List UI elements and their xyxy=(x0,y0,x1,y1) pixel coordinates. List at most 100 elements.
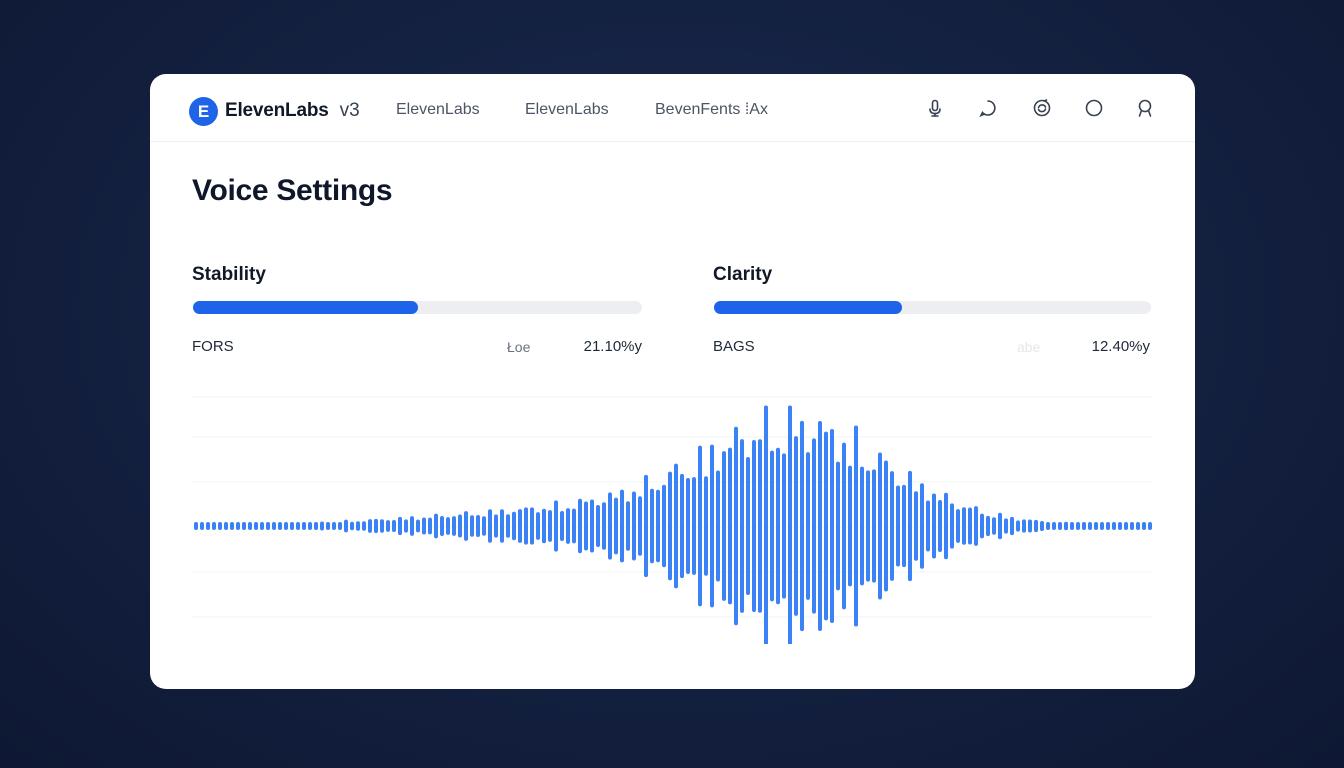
waveform-bar xyxy=(578,498,582,554)
waveform-bar xyxy=(626,501,630,551)
waveform-bar xyxy=(602,502,606,550)
stability-slider-fill xyxy=(193,301,418,314)
waveform-bar xyxy=(740,439,744,613)
waveform-bar xyxy=(476,515,480,537)
waveform-bar xyxy=(956,509,960,543)
waveform-bar xyxy=(338,522,342,530)
waveform-bar xyxy=(536,512,540,540)
waveform-bar xyxy=(782,453,786,599)
brand[interactable]: E ElevenLabs v3 xyxy=(189,96,360,126)
waveform-bar xyxy=(1088,522,1092,530)
waveform-bar xyxy=(290,522,294,530)
waveform-bar xyxy=(356,521,360,531)
waveform-bar xyxy=(482,516,486,536)
waveform-bar xyxy=(620,489,624,563)
waveform-bar xyxy=(1118,522,1122,530)
waveform-bar xyxy=(440,516,444,536)
waveform-bar xyxy=(1052,521,1056,531)
stability-mid-text: Łoe xyxy=(507,339,531,355)
user-icon[interactable] xyxy=(1135,98,1155,118)
waveform-bar xyxy=(260,522,264,530)
waveform-bar xyxy=(1142,522,1146,530)
waveform-bar xyxy=(1022,519,1026,533)
waveform-bar xyxy=(896,485,900,567)
waveform-bar xyxy=(500,509,504,543)
waveform-bar xyxy=(272,522,276,530)
waveform-bar xyxy=(470,515,474,537)
circle-icon[interactable] xyxy=(1084,98,1104,118)
clarity-slider-fill xyxy=(714,301,902,314)
clarity-slider[interactable] xyxy=(714,301,1151,314)
waveform-bar xyxy=(1046,522,1050,530)
clarity-left-text: BAGS xyxy=(713,338,755,355)
waveform-bar xyxy=(884,460,888,592)
waveform-bar xyxy=(938,499,942,553)
waveform-bar xyxy=(266,522,270,530)
waveform-bar xyxy=(920,483,924,569)
top-navigation-bar: E ElevenLabs v3 ElevenLabs ElevenLabs Βe… xyxy=(150,74,1195,142)
waveform-bar xyxy=(212,522,216,530)
stability-slider[interactable] xyxy=(193,301,642,314)
waveform-bar xyxy=(950,503,954,549)
waveform-bar xyxy=(638,496,642,556)
waveform-bar xyxy=(590,499,594,553)
waveform-bar xyxy=(854,425,858,627)
waveform-bar xyxy=(428,517,432,535)
waveform-bar xyxy=(314,522,318,530)
waveform-bar xyxy=(524,507,528,545)
waveform-bar xyxy=(410,516,414,536)
waveform-bar xyxy=(398,516,402,536)
waveform-bar xyxy=(650,488,654,564)
waveform-bar xyxy=(1028,519,1032,533)
stability-label: Stability xyxy=(192,264,266,285)
waveform-bar xyxy=(716,470,720,582)
waveform-bar xyxy=(818,421,822,631)
waveform-bar xyxy=(1076,522,1080,530)
waveform-bar xyxy=(1082,522,1086,530)
waveform-bar xyxy=(608,492,612,560)
microphone-icon[interactable] xyxy=(925,98,945,118)
waveform-bar xyxy=(344,519,348,533)
waveform-bar xyxy=(326,522,330,530)
waveform-bar xyxy=(800,420,804,632)
brand-version: v3 xyxy=(339,100,360,121)
waveform-bar xyxy=(446,517,450,535)
waveform-bar xyxy=(1094,522,1098,530)
waveform-bar xyxy=(566,508,570,544)
waveform-bar xyxy=(890,471,894,581)
waveform-bar xyxy=(254,522,258,530)
nav-link-3[interactable]: ΒevenFents ⁞Ax xyxy=(655,101,768,118)
brand-name: ElevenLabs xyxy=(225,100,329,121)
waveform-bar xyxy=(200,522,204,530)
waveform-bar xyxy=(422,517,426,535)
waveform-bar xyxy=(194,522,198,530)
waveform-bar xyxy=(674,463,678,589)
clarity-value: 12.40%y xyxy=(1091,338,1150,355)
waveform-bar xyxy=(974,506,978,546)
waveform-bar xyxy=(1064,521,1068,531)
waveform-bar xyxy=(998,512,1002,540)
waveform-bar xyxy=(380,519,384,533)
waveform-bar xyxy=(416,519,420,533)
waveform-bar xyxy=(1112,522,1116,530)
chat-bubble-icon[interactable] xyxy=(978,98,998,118)
waveform-bar xyxy=(968,507,972,545)
refresh-icon[interactable] xyxy=(1032,98,1052,118)
stability-value: 21.10%y xyxy=(583,338,642,355)
nav-link-1[interactable]: ElevenLabs xyxy=(396,101,480,118)
waveform-bar xyxy=(848,465,852,587)
waveform-bar xyxy=(218,522,222,530)
waveform-bar xyxy=(632,491,636,561)
nav-link-2[interactable]: ElevenLabs xyxy=(525,101,609,118)
waveform-bar xyxy=(242,522,246,530)
waveform-bar xyxy=(902,484,906,568)
waveform-bar xyxy=(668,471,672,581)
waveform-bar xyxy=(434,513,438,539)
waveform-bar xyxy=(830,429,834,623)
waveform-bar xyxy=(734,426,738,626)
waveform-bar xyxy=(320,521,324,531)
waveform-bar xyxy=(752,439,756,613)
waveform-bar xyxy=(710,444,714,608)
waveform-bar xyxy=(1100,522,1104,530)
waveform-bar xyxy=(944,492,948,560)
